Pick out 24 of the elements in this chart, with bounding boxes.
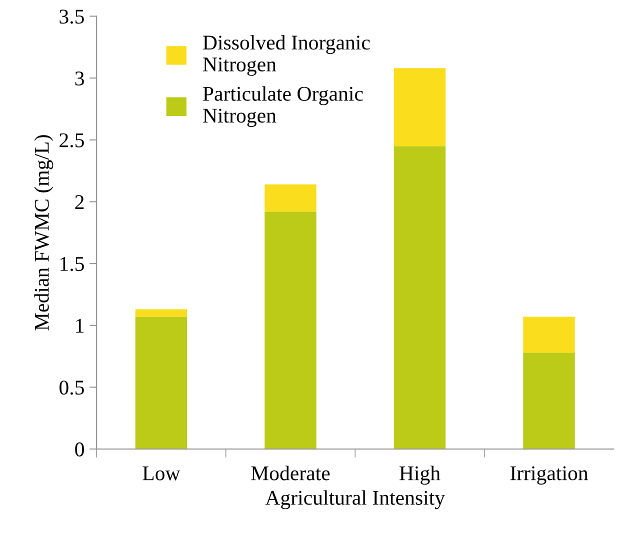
bar	[135, 316, 188, 450]
legend-label: Dissolved Inorganic Nitrogen	[203, 34, 370, 76]
x-tick-label: Irrigation	[510, 466, 588, 485]
x-tick-label: High	[400, 466, 440, 485]
y-tick-label: 0.5	[60, 380, 84, 395]
y-axis-title: Median FWMC (mg/L)	[34, 135, 54, 330]
x-tick-label: Moderate	[251, 466, 330, 480]
y-tick-label: 0	[75, 442, 84, 456]
legend-label: Particulate Organic Nitrogen	[203, 86, 363, 127]
x-tick-label: Low	[142, 466, 180, 480]
y-tick-label: 2	[75, 195, 84, 209]
y-tick-label: 3	[75, 71, 84, 86]
bar	[264, 184, 316, 212]
y-tick-label: 2.5	[60, 133, 84, 148]
bar	[394, 68, 446, 146]
bar	[523, 352, 575, 450]
x-axis-title: Agricultural Intensity	[265, 490, 445, 510]
bar	[135, 309, 188, 317]
bar	[523, 316, 575, 353]
bar	[394, 146, 446, 450]
bar	[264, 212, 316, 450]
y-tick-label: 3.5	[60, 10, 84, 24]
y-tick-label: 1	[76, 318, 84, 333]
y-tick-label: 1.5	[60, 257, 84, 272]
